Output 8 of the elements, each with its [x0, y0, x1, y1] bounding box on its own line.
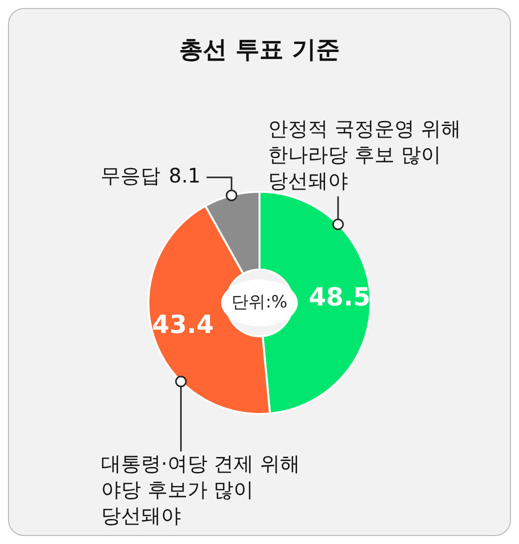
data-label: 8.1: [168, 164, 201, 188]
slice-label: 안정적 국정운영 위해 한나라당 후보 많이 당선돼야: [268, 116, 461, 193]
data-label: 48.5: [308, 282, 370, 312]
data-label: 43.4: [152, 310, 214, 340]
slice-label: 무응답: [100, 164, 161, 188]
chart-title: 총선 투표 기준: [179, 36, 340, 64]
slice-label: 대통령·여당 견제 위해 야당 후보가 많이 당선돼야: [100, 452, 300, 528]
text: 단위:%: [232, 292, 288, 312]
